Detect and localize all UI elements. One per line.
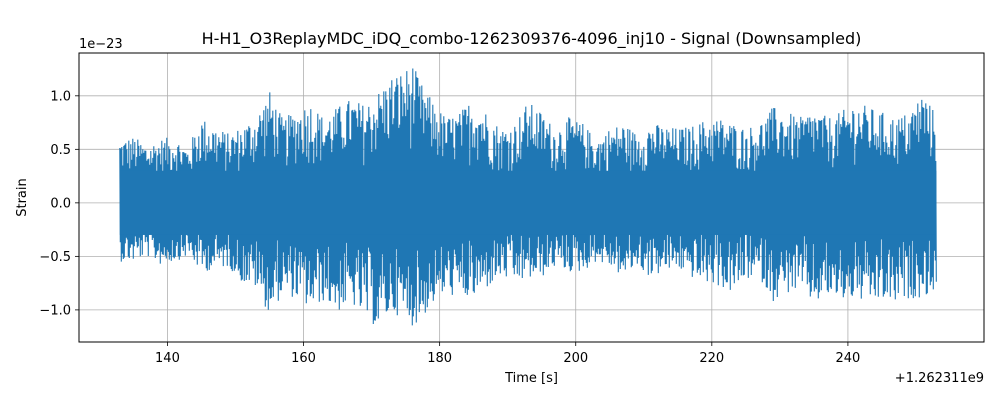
y-tick-label: −1.0: [39, 303, 71, 318]
y-axis-scale-label: 1e−23: [79, 37, 123, 52]
y-axis-ticks: −1.0 −0.5 0.0 0.5 1.0: [39, 89, 79, 318]
y-tick-label: 0.5: [50, 143, 71, 158]
axes-frame: [78, 52, 985, 343]
y-tick-label: 1.0: [50, 89, 71, 104]
x-tick-label: 160: [291, 351, 316, 366]
y-axis-label: Strain: [15, 178, 30, 217]
x-tick-label: 140: [155, 351, 180, 366]
x-tick-label: 200: [563, 351, 588, 366]
x-tick-label: 220: [699, 351, 724, 366]
y-tick-label: 0.0: [50, 196, 71, 211]
signal-core-band: [119, 170, 937, 235]
x-tick-label: 240: [835, 351, 860, 366]
signal-trace: [119, 68, 937, 326]
x-axis-label: Time [s]: [504, 371, 558, 386]
x-axis-offset-label: +1.262311e9: [895, 371, 984, 386]
x-axis-ticks: 140 160 180 200 220 240: [155, 342, 860, 366]
chart-title: H-H1_O3ReplayMDC_iDQ_combo-1262309376-40…: [202, 29, 862, 49]
y-tick-label: −0.5: [39, 250, 71, 265]
x-tick-label: 180: [427, 351, 452, 366]
